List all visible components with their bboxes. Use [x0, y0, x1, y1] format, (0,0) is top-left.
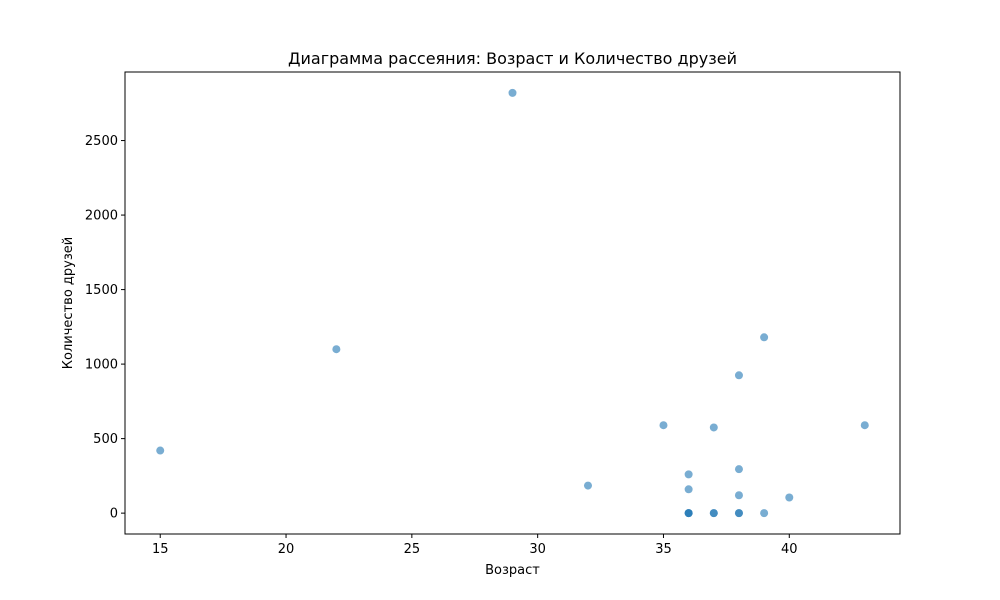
data-point: [760, 333, 769, 342]
x-tick-label: 25: [404, 542, 421, 557]
x-tick-label: 35: [655, 542, 672, 557]
data-point: [734, 509, 743, 518]
data-point: [332, 345, 341, 354]
data-point: [508, 88, 517, 97]
plot-area: [124, 71, 901, 535]
data-point: [156, 446, 165, 455]
data-point: [860, 421, 869, 430]
data-point: [659, 421, 668, 430]
data-point: [684, 470, 693, 479]
plot-frame: [124, 71, 901, 535]
data-points: [156, 88, 869, 518]
x-tick-label: 20: [278, 542, 295, 557]
data-point: [760, 509, 769, 518]
data-point: [709, 423, 718, 432]
data-point: [583, 481, 592, 490]
y-axis: 0 500 1000 1500 2000 2500: [85, 134, 125, 522]
x-tick-label: 15: [152, 542, 169, 557]
y-tick-label: 2500: [85, 134, 118, 149]
x-axis-label: Возраст: [485, 563, 540, 578]
data-point: [684, 509, 693, 518]
data-point: [709, 509, 718, 518]
data-point: [785, 493, 794, 502]
data-point: [734, 371, 743, 380]
y-tick-label: 1500: [85, 283, 118, 298]
x-axis: 15 20 25 30 35 40: [152, 534, 798, 557]
y-tick-label: 0: [110, 507, 118, 522]
y-tick-label: 1000: [85, 358, 118, 373]
x-tick-label: 30: [529, 542, 546, 557]
y-tick-label: 2000: [85, 209, 118, 224]
data-point: [734, 465, 743, 474]
y-axis-label: Количество друзей: [61, 237, 76, 369]
x-tick-label: 40: [781, 542, 798, 557]
data-point: [734, 491, 743, 500]
chart-title: Диаграмма рассеяния: Возраст и Количеств…: [288, 49, 737, 68]
data-point: [684, 485, 693, 494]
y-tick-label: 500: [93, 432, 118, 447]
